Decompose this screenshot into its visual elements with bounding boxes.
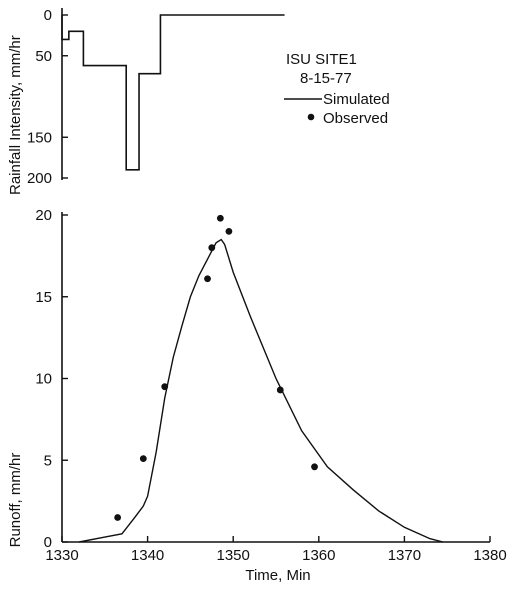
x-tick-label: 1370 xyxy=(388,547,421,564)
observed-point xyxy=(225,227,233,235)
runoff-tick-label: 5 xyxy=(44,452,52,469)
rainfall-ticks: 0 50 150 200 xyxy=(27,7,68,187)
observed-point xyxy=(208,244,216,252)
observed-point xyxy=(216,214,224,222)
runoff-tick-label: 15 xyxy=(35,289,52,306)
runoff-ticks: 0 5 10 15 20 xyxy=(35,207,68,551)
legend: ISU SITE1 8-15-77 Simulated Observed xyxy=(284,51,390,127)
x-tick-label: 1330 xyxy=(45,547,78,564)
x-tick-label: 1380 xyxy=(473,547,506,564)
legend-site: ISU SITE1 xyxy=(286,51,357,68)
runoff-tick-label: 20 xyxy=(35,207,52,224)
observed-point xyxy=(114,514,122,521)
rainfall-tick-label: 50 xyxy=(35,48,52,65)
x-tick-label: 1340 xyxy=(131,547,164,564)
rainfall-y-axis-label: Rainfall Intensity, mm/hr xyxy=(7,35,24,195)
runoff-y-axis-label: Runoff, mm/hr xyxy=(7,453,24,548)
x-ticks: 1330 1340 1350 1360 1370 1380 xyxy=(45,536,507,564)
x-tick-label: 1360 xyxy=(302,547,335,564)
rainfall-tick-label: 150 xyxy=(27,129,52,146)
rainfall-tick-label: 0 xyxy=(44,7,52,24)
rainfall-hyetograph xyxy=(61,14,285,171)
x-axis-label: Time, Min xyxy=(245,567,310,584)
observed-point xyxy=(311,463,318,471)
legend-observed-marker xyxy=(307,113,315,121)
legend-simulated-label: Simulated xyxy=(323,91,390,108)
observed-point xyxy=(161,383,169,391)
legend-date: 8-15-77 xyxy=(300,70,352,87)
runoff-tick-label: 10 xyxy=(35,371,52,388)
runoff-tick-label: 0 xyxy=(44,534,52,551)
x-tick-label: 1350 xyxy=(217,547,250,564)
observed-point xyxy=(204,275,211,283)
series-observed-points xyxy=(114,214,318,521)
rainfall-tick-label: 200 xyxy=(27,170,52,187)
series-simulated-line xyxy=(78,238,444,543)
legend-observed-label: Observed xyxy=(323,110,388,127)
observed-point xyxy=(139,455,147,463)
observed-point xyxy=(276,386,284,394)
